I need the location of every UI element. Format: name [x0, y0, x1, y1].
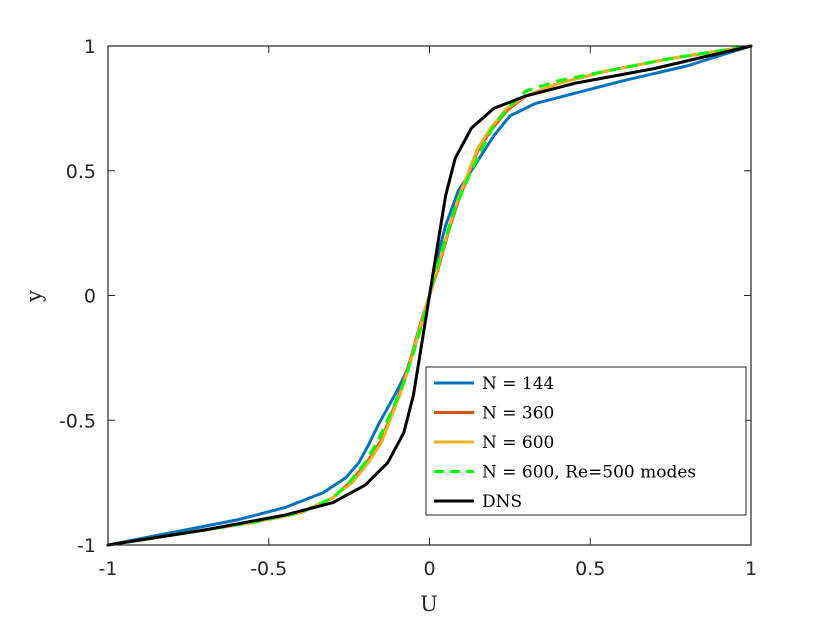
y-tick-label: 0.5 — [66, 161, 96, 183]
y-axis-label: y — [22, 290, 46, 303]
y-tick-label: -1 — [77, 535, 96, 557]
x-tick-label: -1 — [99, 558, 118, 580]
x-tick-label: -0.5 — [250, 558, 287, 580]
plot-area — [106, 44, 753, 547]
x-tick-label: 1 — [745, 558, 757, 580]
legend-box — [425, 366, 747, 516]
x-tick-label: 0.5 — [575, 558, 605, 580]
x-tick-label: 0 — [423, 558, 435, 580]
y-tick-label: -0.5 — [59, 410, 96, 432]
axes-frame — [107, 45, 752, 546]
x-axis-label: U — [420, 592, 438, 616]
legend-label: N = 600, Re=500 modes — [482, 463, 696, 483]
tick-labels: -1 -0.5 0 0.5 1 -1 -0.5 0 0.5 1 — [59, 36, 757, 580]
y-tick-label: 0 — [84, 286, 96, 308]
legend-label: N = 600 — [482, 433, 554, 453]
y-tick-label: 1 — [84, 36, 96, 58]
legend-label: N = 144 — [482, 374, 554, 394]
series-line-4 — [106, 44, 753, 547]
legend: N = 144 N = 360 N = 600 N = 600, Re=500 mod… — [425, 366, 747, 516]
legend-label: N = 360 — [482, 404, 554, 424]
legend-label: DNS — [482, 492, 522, 512]
